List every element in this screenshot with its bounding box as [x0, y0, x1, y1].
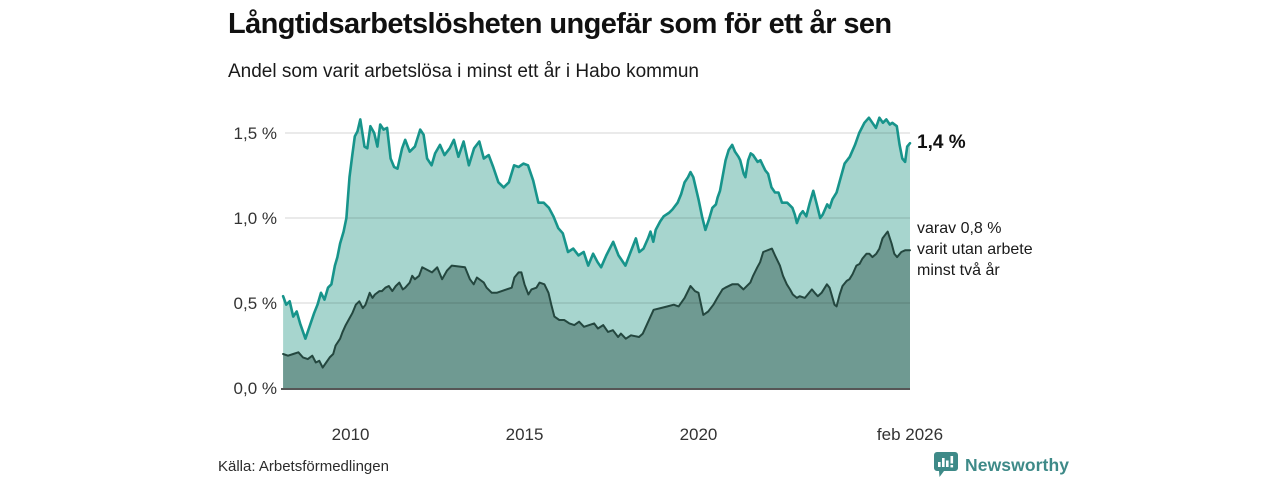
y-tick-label: 0,0 %: [234, 379, 277, 398]
newsworthy-logo: Newsworthy: [934, 452, 1069, 478]
series1-line: [281, 116, 912, 340]
series2-end-label-line3: minst två år: [917, 262, 1000, 279]
series2-end-label-line1: varav 0,8 %: [917, 220, 1002, 237]
x-tick-label: 2015: [506, 425, 544, 444]
series2-end-label: varav 0,8 % varit utan arbete minst två …: [917, 218, 1033, 281]
series1-end-label: 1,4 %: [917, 132, 966, 153]
x-tick-label: 2020: [680, 425, 718, 444]
y-tick-label: 1,5 %: [234, 124, 277, 143]
y-tick-label: 0,5 %: [234, 294, 277, 313]
newsworthy-icon: [934, 452, 958, 477]
series2-line: [282, 230, 911, 369]
x-tick-label: 2010: [332, 425, 370, 444]
series2-area: [283, 231, 911, 388]
chart-title: Långtidsarbetslösheten ungefär som för e…: [228, 8, 892, 40]
chart-subtitle: Andel som varit arbetslösa i minst ett å…: [228, 61, 699, 82]
newsworthy-wordmark: Newsworthy: [965, 454, 1070, 475]
source-credit: Källa: Arbetsförmedlingen: [218, 458, 389, 475]
x-tick-label: feb 2026: [877, 425, 943, 444]
y-tick-label: 1,0 %: [234, 209, 277, 228]
series2-end-label-line2: varit utan arbete: [917, 241, 1033, 258]
